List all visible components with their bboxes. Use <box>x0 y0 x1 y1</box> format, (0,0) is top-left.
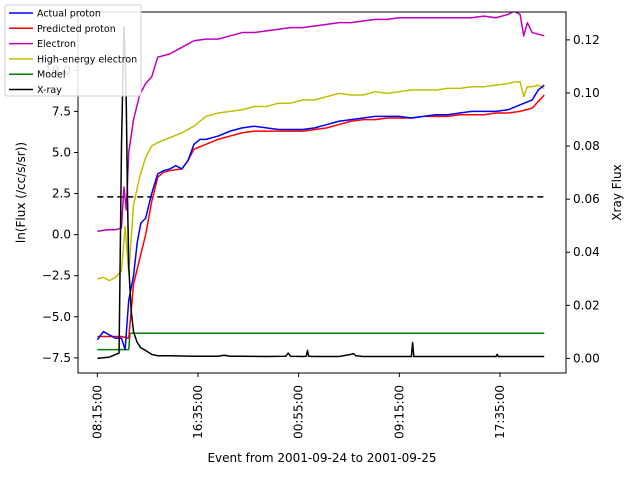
y-tick-label: −7.5 <box>42 351 71 365</box>
y2-tick-label: 0.12 <box>573 33 600 47</box>
y-tick-label: 7.5 <box>52 104 71 118</box>
x-tick-label: 08:15:00 <box>90 385 104 439</box>
series-line-electron <box>97 12 545 233</box>
series-line-high-energy-electron <box>97 81 545 282</box>
legend-label: X-ray <box>37 85 62 96</box>
y2-tick-label: 0.02 <box>573 298 600 312</box>
y-axis-label: ln(Flux (/cc/s/sr)) <box>14 142 28 243</box>
y2-tick-label: 0.00 <box>573 351 600 365</box>
y2-tick-label: 0.04 <box>573 245 600 259</box>
y-tick-label: 0.0 <box>52 228 71 242</box>
y-tick-label: −2.5 <box>42 269 71 283</box>
y-axis-left: −7.5−5.0−2.50.02.55.07.510.0 <box>42 63 78 365</box>
series-line-x-ray <box>97 25 545 360</box>
x-tick-label: 17:35:00 <box>493 385 507 439</box>
series-line-model <box>97 332 545 351</box>
y-tick-label: 2.5 <box>52 187 71 201</box>
legend-label: Actual proton <box>37 9 101 20</box>
y-axis-right: 0.00 0.02 0.04 0.06 0.08 0.10 0.12 <box>566 33 600 365</box>
x-tick-label: 09:15:00 <box>392 385 406 439</box>
legend-box <box>4 4 142 97</box>
legend-label: Electron <box>37 39 76 50</box>
y-tick-label: −5.0 <box>42 310 71 324</box>
x-axis-label: Event from 2001-09-24 to 2001-09-25 <box>207 451 436 465</box>
x-tick-label: 16:35:00 <box>191 385 205 439</box>
x-axis: 08:15:00 16:35:00 00:55:00 09:15:00 17:35:00 <box>90 373 507 439</box>
plot-area <box>96 12 545 360</box>
x-tick-label: 00:55:00 <box>292 385 306 439</box>
plot-frame <box>77 11 567 374</box>
legend-label: Model <box>37 70 66 81</box>
legend-label: Predicted proton <box>37 24 116 35</box>
series-line-actual-proton <box>96 84 545 351</box>
y2-tick-label: 0.08 <box>573 139 600 153</box>
y-tick-label: 5.0 <box>52 145 71 159</box>
y2-axis-label: Xray Flux <box>610 164 624 220</box>
y2-tick-label: 0.10 <box>573 86 600 100</box>
series-line-predicted-proton <box>97 94 545 339</box>
legend: Actual proton Predicted proton Electron Hig… <box>4 4 142 97</box>
y2-tick-label: 0.06 <box>573 192 600 206</box>
legend-label: High-energy electron <box>37 54 137 65</box>
